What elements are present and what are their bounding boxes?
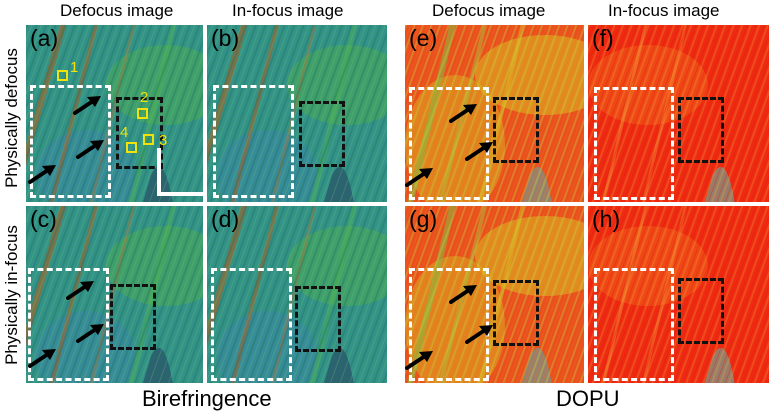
panel-b: (b) bbox=[207, 25, 387, 202]
roi-number-4: 4 bbox=[120, 124, 129, 141]
panel-f: (f) bbox=[588, 25, 769, 202]
black-roi-box bbox=[110, 284, 156, 350]
white-roi-box bbox=[28, 268, 109, 381]
col-title-birefringence-defocus: Defocus image bbox=[60, 1, 174, 20]
arrow-icon bbox=[76, 322, 106, 343]
panel-label: (f) bbox=[592, 25, 614, 51]
black-roi-box bbox=[295, 286, 341, 352]
arrow-icon bbox=[465, 323, 495, 344]
col-title-dopu-infocus: In-focus image bbox=[608, 1, 720, 20]
panel-h: (h) bbox=[588, 206, 769, 383]
panel-label: (c) bbox=[30, 206, 57, 232]
roi-number-3: 3 bbox=[159, 132, 168, 149]
arrow-icon bbox=[73, 94, 103, 115]
roi-square-2 bbox=[137, 108, 148, 119]
panel-label: (h) bbox=[592, 206, 621, 232]
black-roi-box bbox=[678, 278, 724, 344]
white-roi-box bbox=[30, 85, 111, 198]
row-title-physically-defocus: Physically defocus bbox=[2, 48, 21, 188]
white-roi-box bbox=[211, 268, 292, 381]
scale-bar-horizontal bbox=[157, 192, 203, 196]
white-roi-box bbox=[213, 85, 294, 198]
panel-label: (a) bbox=[30, 25, 59, 51]
arrow-icon bbox=[28, 163, 58, 184]
black-roi-box bbox=[116, 97, 163, 169]
panel-label: (d) bbox=[211, 206, 240, 232]
arrow-icon bbox=[405, 166, 435, 187]
black-roi-box bbox=[493, 97, 539, 163]
arrow-icon bbox=[76, 138, 106, 159]
white-roi-box bbox=[594, 87, 674, 200]
col-title-dopu-defocus: Defocus image bbox=[432, 1, 546, 20]
panel-label: (b) bbox=[211, 25, 240, 51]
arrow-icon bbox=[449, 102, 479, 123]
row-title-physically-infocus: Physically in-focus bbox=[2, 225, 21, 365]
arrow-icon bbox=[449, 283, 479, 304]
roi-square-4 bbox=[126, 142, 137, 153]
arrow-icon bbox=[465, 140, 495, 161]
roi-number-2: 2 bbox=[140, 89, 149, 106]
arrow-icon bbox=[66, 279, 96, 300]
panel-e: (e) bbox=[405, 25, 584, 202]
arrow-icon bbox=[28, 347, 58, 368]
black-roi-box bbox=[493, 280, 539, 346]
panel-d: (d) bbox=[207, 206, 387, 383]
group-title-birefringence: Birefringence bbox=[142, 386, 272, 411]
panel-g: (g) bbox=[405, 206, 584, 383]
white-roi-box bbox=[594, 268, 674, 381]
scale-bar-vertical bbox=[157, 148, 161, 196]
roi-number-1: 1 bbox=[70, 59, 79, 76]
col-title-birefringence-infocus: In-focus image bbox=[232, 1, 344, 20]
panel-label: (e) bbox=[409, 25, 438, 51]
black-roi-box bbox=[678, 97, 724, 163]
panel-label: (g) bbox=[409, 206, 438, 232]
panel-a: (a) 1 2 3 4 bbox=[26, 25, 203, 202]
roi-square-1 bbox=[57, 70, 68, 81]
white-roi-box bbox=[409, 268, 489, 381]
roi-square-3 bbox=[143, 134, 154, 145]
black-roi-box bbox=[299, 101, 345, 167]
arrow-icon bbox=[405, 349, 435, 370]
panel-c: (c) bbox=[26, 206, 203, 383]
group-title-dopu: DOPU bbox=[556, 386, 620, 411]
